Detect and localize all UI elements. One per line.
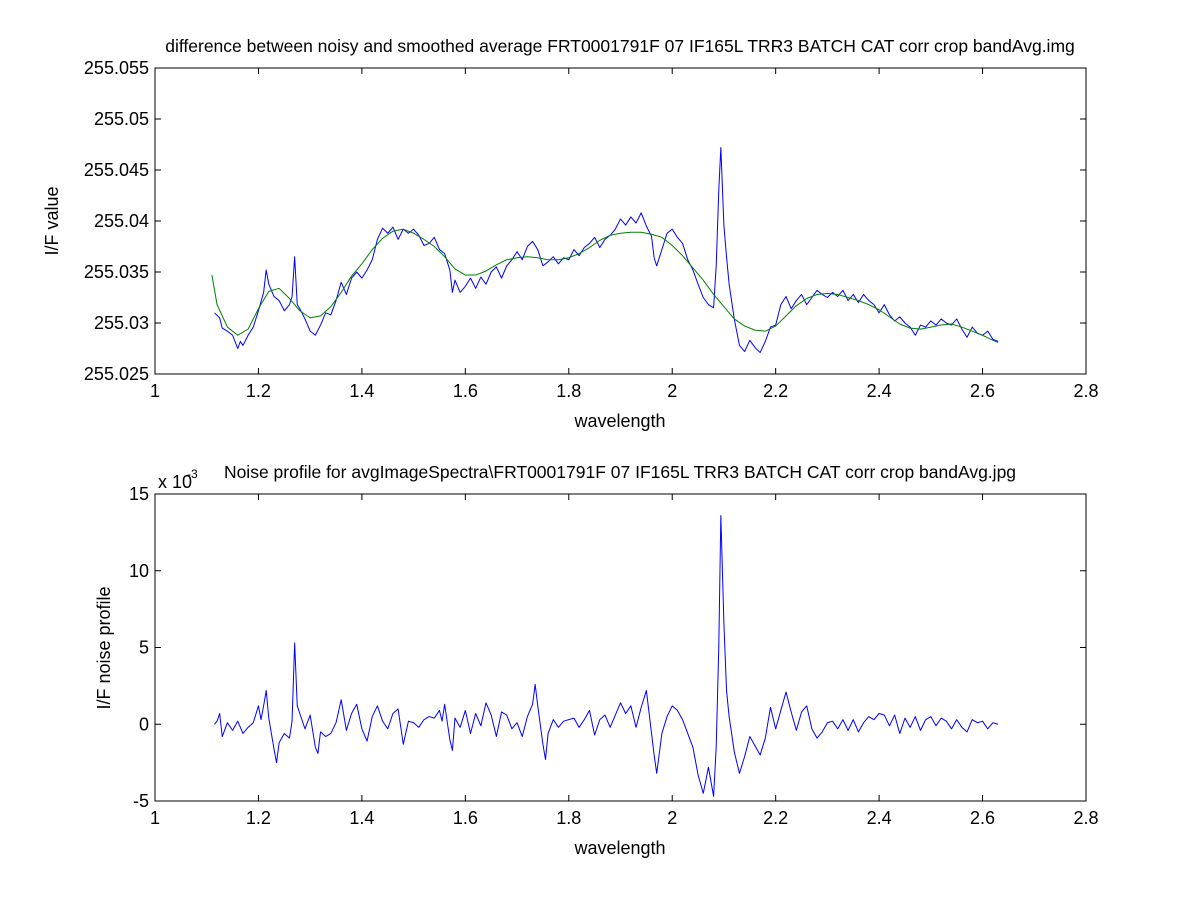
y-tick-label: 255.04 [94, 211, 149, 231]
noise-panel: Noise profile for avgImageSpectra\FRT000… [94, 462, 1099, 858]
x-tick-label: 2.8 [1073, 808, 1098, 828]
spectrum-ticks: 1 1.2 1.4 1.6 1.8 2 2.2 2.4 2.6 2.8 255.025 255.03 2… [84, 58, 1099, 401]
spectrum-title: difference between noisy and smoothed av… [165, 36, 1075, 56]
spectrum-panel: difference between noisy and smoothed av… [42, 36, 1099, 431]
series-line-1 [211, 228, 999, 343]
x-tick-label: 1.6 [453, 381, 478, 401]
y-tick-label: 10 [129, 561, 149, 581]
x-tick-label: 1.2 [246, 381, 271, 401]
y-tick-label: 15 [129, 484, 149, 504]
y-tick-label: 0 [139, 714, 149, 734]
y-tick-label: 255.035 [84, 262, 149, 282]
x-tick-label: 2.2 [763, 808, 788, 828]
x-tick-label: 1.4 [349, 808, 374, 828]
y-tick-label: 255.03 [94, 313, 149, 333]
y-tick-label: -5 [133, 791, 149, 811]
y-tick-label: 5 [139, 638, 149, 658]
y-tick-label: 255.05 [94, 109, 149, 129]
y-tick-label: 255.055 [84, 58, 149, 78]
noise-xlabel: wavelength [573, 838, 665, 858]
x-tick-label: 2.4 [867, 381, 892, 401]
x-tick-label: 2.6 [970, 381, 995, 401]
noise-y-exponent: -3 [187, 467, 198, 481]
x-tick-label: 2.6 [970, 808, 995, 828]
spectrum-ylabel: I/F value [42, 186, 62, 255]
x-tick-label: 1.4 [349, 381, 374, 401]
x-tick-label: 2.2 [763, 381, 788, 401]
y-tick-label: 255.045 [84, 160, 149, 180]
series-line-0 [214, 514, 999, 797]
noise-ticks: 1 1.2 1.4 1.6 1.8 2 2.2 2.4 2.6 2.8 -5 0 5 10 15 [129, 484, 1099, 828]
x-tick-label: 2 [667, 808, 677, 828]
x-tick-label: 2.8 [1073, 381, 1098, 401]
noise-ylabel: I/F noise profile [94, 586, 114, 709]
noise-lines [214, 514, 999, 797]
x-tick-label: 1.8 [556, 381, 581, 401]
spectrum-lines [211, 147, 999, 354]
x-tick-label: 2 [667, 381, 677, 401]
noise-y-multiplier: x 10 [158, 472, 192, 492]
x-tick-label: 1 [150, 808, 160, 828]
x-tick-label: 2.4 [867, 808, 892, 828]
spectrum-xlabel: wavelength [573, 411, 665, 431]
x-tick-label: 1.8 [556, 808, 581, 828]
x-tick-label: 1.2 [246, 808, 271, 828]
noise-title: Noise profile for avgImageSpectra\FRT000… [224, 462, 1016, 482]
x-tick-label: 1.6 [453, 808, 478, 828]
series-line-0 [214, 147, 999, 354]
spectrum-axes-box [154, 67, 1087, 375]
noise-axes-box [154, 493, 1087, 802]
y-tick-label: 255.025 [84, 364, 149, 384]
x-tick-label: 1 [150, 381, 160, 401]
